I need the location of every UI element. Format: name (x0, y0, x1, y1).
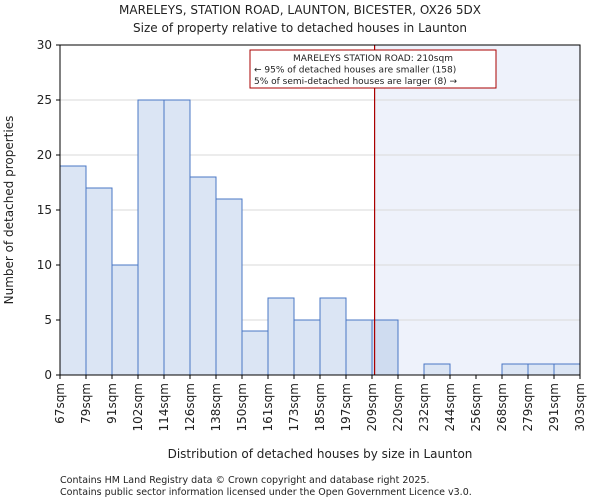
chart-subtitle: Size of property relative to detached ho… (133, 21, 467, 35)
bar (319, 297, 347, 376)
bar (137, 99, 165, 376)
x-axis-label: Distribution of detached houses by size … (168, 447, 473, 461)
bar (241, 330, 269, 376)
x-tick-label: 197sqm (339, 383, 353, 431)
x-tick-label: 303sqm (573, 383, 587, 431)
marker-annotation-line: MARELEYS STATION ROAD: 210sqm (293, 54, 453, 64)
bar (85, 187, 113, 376)
x-tick-label: 244sqm (443, 383, 457, 431)
x-tick-label: 150sqm (235, 383, 249, 431)
x-tick-label: 102sqm (131, 383, 145, 431)
x-tick-label: 209sqm (365, 383, 379, 431)
bar (215, 198, 243, 376)
x-tick-label: 114sqm (157, 383, 171, 431)
y-tick-label: 30 (37, 38, 52, 52)
footer-line-2: Contains public sector information licen… (60, 487, 472, 498)
y-axis-label: Number of detached properties (2, 116, 16, 305)
bar (423, 363, 451, 376)
y-tick-label: 25 (37, 93, 52, 107)
bar (553, 363, 581, 376)
bar (371, 319, 399, 376)
x-tick-label: 291sqm (547, 383, 561, 431)
x-tick-label: 67sqm (53, 383, 67, 424)
y-tick-label: 10 (37, 258, 52, 272)
bar (345, 319, 373, 376)
bar (501, 363, 529, 376)
bar (111, 264, 139, 376)
bar (163, 99, 191, 376)
footer-line-1: Contains HM Land Registry data © Crown c… (60, 475, 430, 486)
x-tick-label: 161sqm (261, 383, 275, 431)
bar (189, 176, 217, 376)
x-tick-label: 256sqm (469, 383, 483, 431)
marker-annotation-line: ← 95% of detached houses are smaller (15… (254, 66, 456, 76)
x-tick-label: 185sqm (313, 383, 327, 431)
marker-annotation-line: 5% of semi-detached houses are larger (8… (254, 77, 458, 87)
y-tick-label: 20 (37, 148, 52, 162)
bar (293, 319, 321, 376)
x-tick-label: 91sqm (105, 383, 119, 424)
bar (59, 165, 87, 376)
x-tick-label: 220sqm (391, 383, 405, 431)
chart-title: MARELEYS, STATION ROAD, LAUNTON, BICESTE… (119, 3, 481, 17)
x-tick-label: 279sqm (521, 383, 535, 431)
y-tick-label: 15 (37, 203, 52, 217)
x-tick-label: 138sqm (209, 383, 223, 431)
x-tick-label: 232sqm (417, 383, 431, 431)
x-tick-label: 79sqm (79, 383, 93, 424)
x-tick-label: 173sqm (287, 383, 301, 431)
x-tick-label: 126sqm (183, 383, 197, 431)
y-tick-label: 0 (44, 368, 52, 382)
bar (527, 363, 555, 376)
marker-annotation-box (249, 49, 497, 89)
y-tick-label: 5 (44, 313, 52, 327)
x-tick-label: 268sqm (495, 383, 509, 431)
bar (267, 297, 295, 376)
